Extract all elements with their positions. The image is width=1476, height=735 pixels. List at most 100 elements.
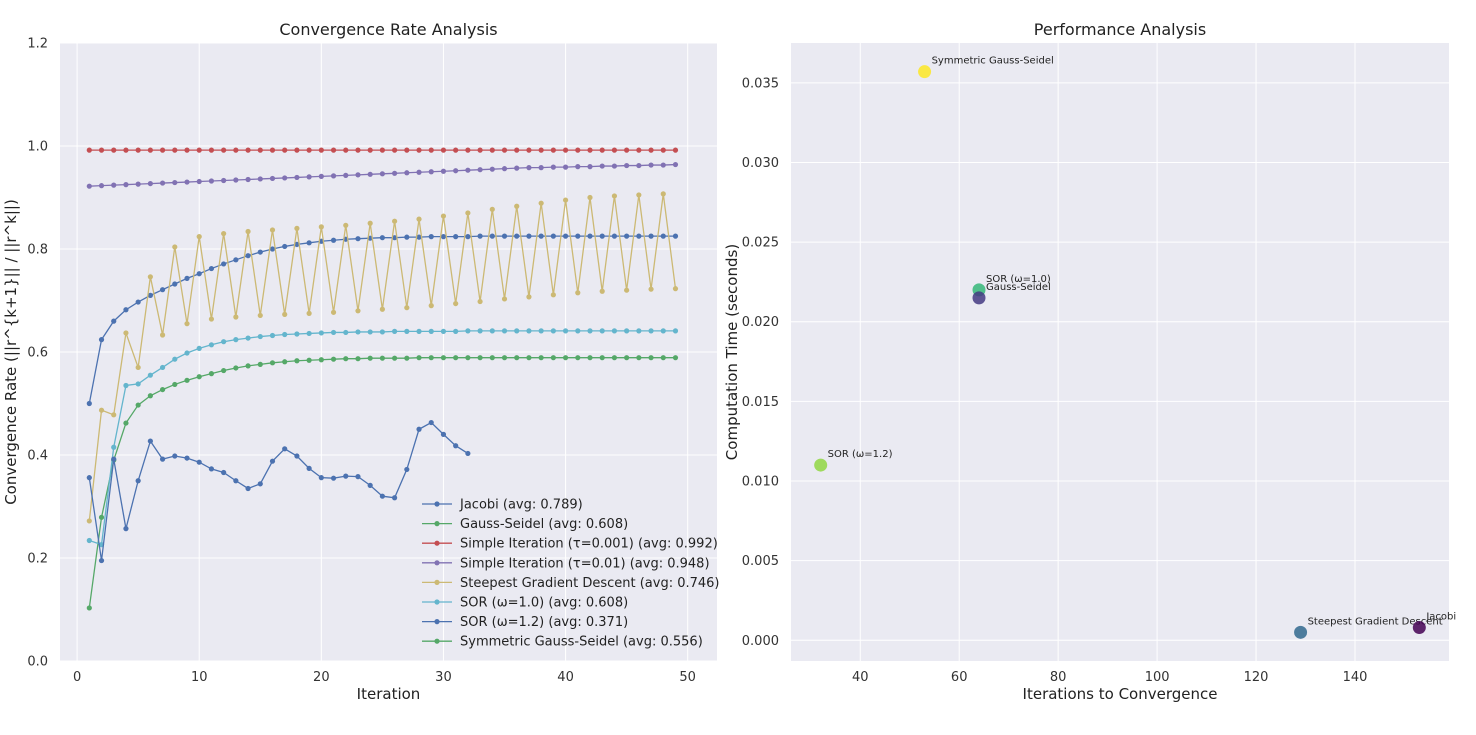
- legend-entry: SOR (ω=1.2) (avg: 0.371): [460, 615, 628, 630]
- data-point: [111, 444, 117, 450]
- data-point: [416, 216, 422, 222]
- data-point: [245, 363, 251, 369]
- data-point: [501, 355, 508, 361]
- legend-marker: [434, 540, 440, 546]
- data-point: [111, 147, 117, 153]
- data-point: [404, 466, 410, 473]
- data-point: [587, 147, 593, 153]
- data-point: [428, 355, 434, 361]
- legend-marker: [434, 599, 440, 605]
- y-tick-label: 0.000: [742, 634, 779, 649]
- y-tick-label: 0.8: [27, 243, 48, 258]
- legend-marker: [434, 619, 440, 625]
- data-point: [428, 147, 434, 153]
- data-point: [123, 147, 129, 153]
- data-point: [294, 358, 300, 364]
- data-point: [489, 166, 495, 172]
- data-point: [245, 228, 251, 235]
- data-point: [404, 234, 410, 240]
- data-point: [562, 197, 569, 203]
- data-point: [172, 453, 178, 459]
- data-point: [440, 147, 447, 153]
- scatter-point: [972, 291, 986, 305]
- data-point: [294, 331, 300, 337]
- data-point: [159, 332, 166, 338]
- data-point: [550, 233, 556, 239]
- legend-entry: Symmetric Gauss-Seidel (avg: 0.556): [460, 635, 703, 650]
- data-point: [159, 180, 166, 186]
- plot-area: [791, 43, 1449, 661]
- y-tick-label: 0.2: [27, 552, 48, 567]
- data-point: [257, 361, 263, 367]
- data-point: [636, 192, 642, 198]
- y-axis-label: Computation Time (seconds): [723, 244, 741, 460]
- data-point: [282, 175, 288, 181]
- data-point: [208, 466, 215, 472]
- data-point: [330, 309, 337, 315]
- data-point: [306, 357, 312, 363]
- data-point: [648, 355, 654, 361]
- data-point: [611, 328, 618, 334]
- data-point: [147, 438, 153, 444]
- data-point: [453, 168, 459, 174]
- data-point: [587, 328, 593, 334]
- data-point: [208, 178, 215, 184]
- data-point: [453, 234, 459, 240]
- data-point: [196, 271, 202, 277]
- data-point: [257, 312, 263, 319]
- data-point: [98, 407, 105, 413]
- data-point: [172, 281, 178, 287]
- data-point: [599, 163, 605, 169]
- data-point: [257, 333, 263, 340]
- data-point: [208, 147, 215, 153]
- data-point: [465, 147, 471, 153]
- data-point: [501, 233, 508, 239]
- data-point: [282, 243, 288, 250]
- x-tick-label: 140: [1343, 670, 1368, 685]
- legend-marker: [434, 579, 440, 586]
- data-point: [269, 458, 276, 464]
- data-point: [575, 290, 581, 296]
- data-point: [392, 355, 398, 361]
- data-point: [343, 356, 349, 362]
- data-point: [318, 224, 324, 230]
- data-point: [330, 173, 337, 179]
- data-point: [257, 481, 263, 487]
- data-point: [123, 330, 129, 336]
- data-point: [184, 455, 190, 461]
- data-point: [514, 147, 520, 153]
- chart-title: Convergence Rate Analysis: [279, 20, 497, 39]
- series-1: [86, 233, 679, 407]
- data-point: [98, 557, 105, 564]
- data-point: [330, 147, 337, 153]
- data-point: [343, 473, 349, 479]
- data-point: [221, 261, 227, 267]
- data-point: [526, 355, 532, 361]
- data-point: [514, 355, 520, 361]
- data-point: [636, 328, 642, 334]
- data-point: [123, 382, 129, 389]
- data-point: [196, 345, 202, 351]
- data-point: [367, 329, 373, 335]
- data-point: [489, 233, 495, 239]
- data-point: [318, 357, 324, 363]
- data-point: [86, 537, 92, 544]
- data-point: [86, 183, 92, 189]
- data-point: [416, 234, 422, 240]
- data-point: [379, 493, 385, 499]
- data-point: [355, 172, 361, 178]
- data-point: [294, 241, 300, 247]
- data-point: [269, 147, 276, 153]
- data-point: [294, 174, 300, 181]
- data-point: [245, 485, 251, 492]
- data-point: [477, 233, 483, 239]
- scatter-points: Symmetric Gauss-Seidel SOR (ω=1.0)Gauss-S…: [814, 56, 1456, 639]
- data-point: [562, 164, 569, 170]
- legend-marker: [434, 560, 440, 566]
- data-point: [562, 147, 569, 153]
- data-point: [355, 236, 361, 242]
- data-point: [416, 169, 422, 175]
- y-tick-label: 0.020: [742, 315, 779, 330]
- data-point: [245, 253, 251, 259]
